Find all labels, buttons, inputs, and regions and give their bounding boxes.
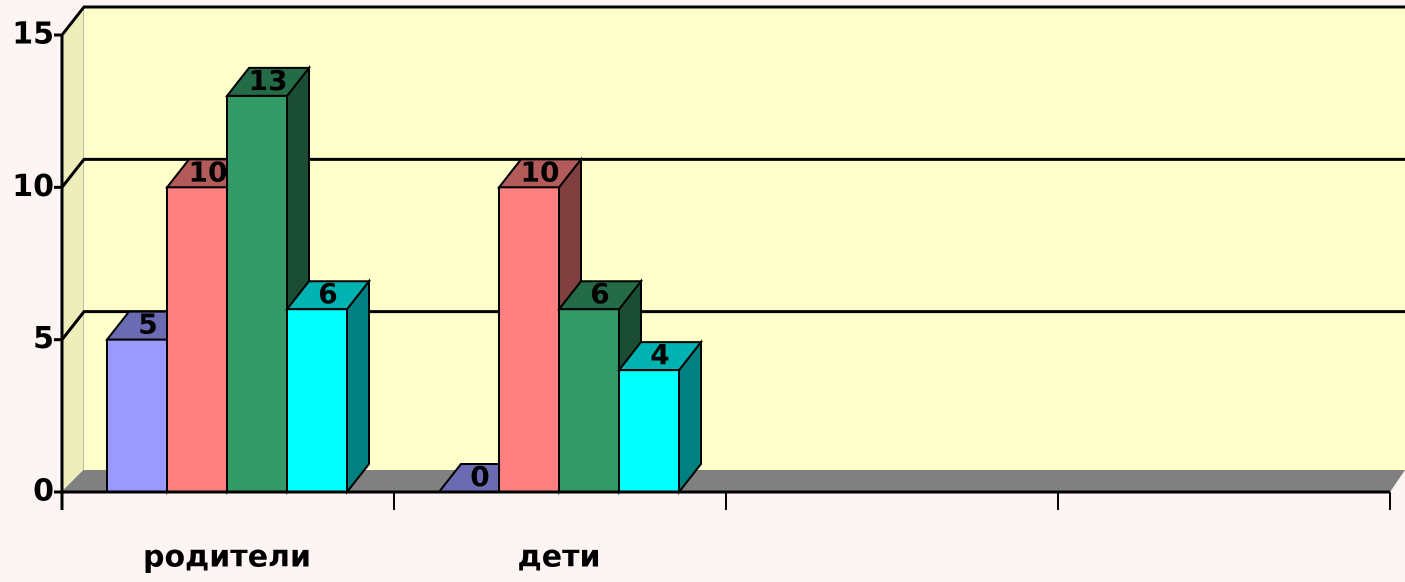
bar-front — [226, 94, 288, 494]
value-label: 13 — [249, 64, 288, 97]
bar — [556, 278, 644, 495]
floor — [62, 470, 1405, 492]
y-tick-label: 0 — [33, 474, 54, 509]
bar-front — [106, 338, 168, 493]
y-tick-label: 15 — [12, 17, 54, 52]
grid-line — [60, 157, 1405, 189]
bar-front — [498, 186, 560, 493]
bar-front — [558, 308, 620, 494]
grid-line — [60, 310, 1405, 341]
side-wall — [61, 5, 85, 494]
grid — [60, 5, 1405, 341]
bar-side — [346, 278, 370, 495]
x-tick-label: родители — [143, 540, 311, 575]
bar — [284, 278, 372, 495]
x-tick-label: дети — [518, 540, 601, 575]
value-label: 6 — [318, 277, 337, 310]
bars — [104, 65, 704, 495]
value-label: 0 — [470, 460, 489, 493]
value-label: 10 — [521, 155, 560, 188]
y-tick-label: 10 — [12, 169, 54, 204]
bar-front — [166, 186, 228, 493]
grid-line — [60, 5, 1405, 36]
value-label: 4 — [650, 338, 669, 371]
bar-front — [618, 369, 680, 493]
bar-front — [286, 308, 348, 494]
value-label: 10 — [189, 155, 228, 188]
value-label: 5 — [138, 308, 157, 341]
value-label: 6 — [590, 277, 609, 310]
labels: 0 5 10 15 родители дети 5 0 10 10 13 6 6 4 — [12, 17, 1391, 575]
bar — [616, 339, 704, 495]
y-tick-label: 5 — [33, 321, 54, 356]
